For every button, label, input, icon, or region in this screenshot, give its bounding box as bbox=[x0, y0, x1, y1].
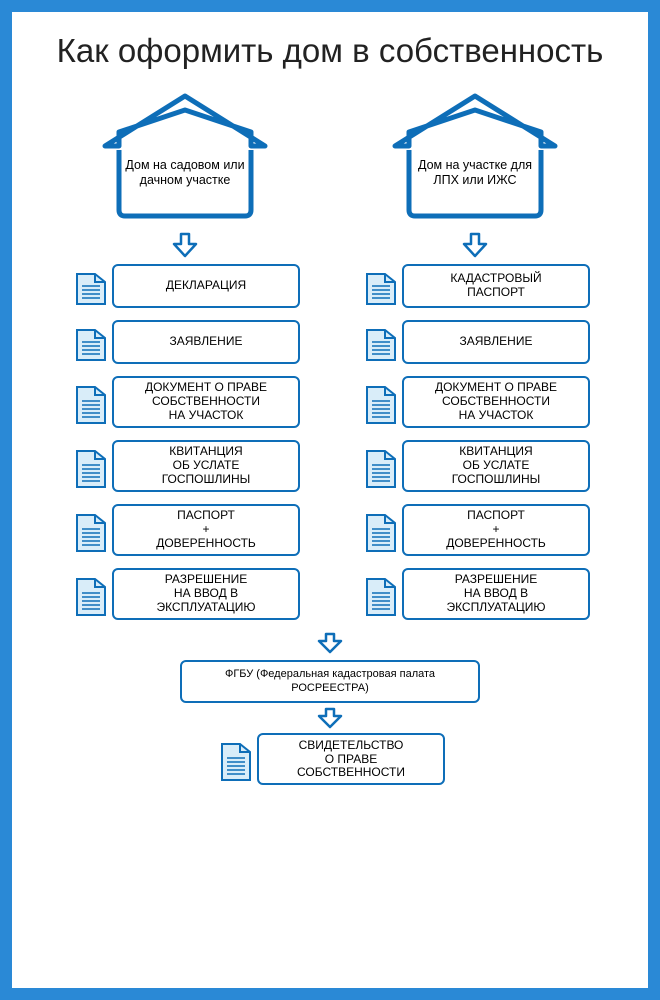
page-title: Как оформить дом в собственность bbox=[42, 32, 618, 70]
document-icon bbox=[70, 440, 112, 492]
document-icon bbox=[360, 568, 402, 620]
left-column: Дом на садовом или дачном участке ДЕКЛАР… bbox=[60, 88, 310, 632]
house-right: Дом на участке для ЛПХ или ИЖС bbox=[375, 88, 575, 228]
doc-item: РАЗРЕШЕНИЕ НА ВВОД В ЭКСПЛУАТАЦИЮ bbox=[360, 568, 590, 620]
doc-item: ЗАЯВЛЕНИЕ bbox=[70, 320, 300, 364]
final-doc-label: СВИДЕТЕЛЬСТВО О ПРАВЕ СОБСТВЕННОСТИ bbox=[257, 733, 445, 785]
arrow-down-icon bbox=[317, 632, 343, 654]
doc-label: ЗАЯВЛЕНИЕ bbox=[402, 320, 590, 364]
document-icon bbox=[360, 504, 402, 556]
doc-item: ДОКУМЕНТ О ПРАВЕ СОБСТВЕННОСТИ НА УЧАСТО… bbox=[70, 376, 300, 428]
document-icon bbox=[70, 264, 112, 308]
doc-item: КВИТАНЦИЯ ОБ УСЛАТЕ ГОСПОШЛИНЫ bbox=[70, 440, 300, 492]
document-icon bbox=[360, 264, 402, 308]
doc-label: ДОКУМЕНТ О ПРАВЕ СОБСТВЕННОСТИ НА УЧАСТО… bbox=[402, 376, 590, 428]
house-left-label: Дом на садовом или дачном участке bbox=[115, 158, 255, 188]
doc-label: КВИТАНЦИЯ ОБ УСЛАТЕ ГОСПОШЛИНЫ bbox=[402, 440, 590, 492]
doc-label: ПАСПОРТ + ДОВЕРЕННОСТЬ bbox=[402, 504, 590, 556]
doc-label: КАДАСТРОВЫЙ ПАСПОРТ bbox=[402, 264, 590, 308]
arrow-down-icon bbox=[172, 232, 198, 258]
doc-label: ПАСПОРТ + ДОВЕРЕННОСТЬ bbox=[112, 504, 300, 556]
doc-item: ДЕКЛАРАЦИЯ bbox=[70, 264, 300, 308]
document-icon bbox=[360, 376, 402, 428]
authority-block: ФГБУ (Федеральная кадастровая палата РОС… bbox=[42, 628, 618, 786]
authority-box: ФГБУ (Федеральная кадастровая палата РОС… bbox=[180, 660, 480, 704]
doc-item: ПАСПОРТ + ДОВЕРЕННОСТЬ bbox=[70, 504, 300, 556]
doc-label: ДОКУМЕНТ О ПРАВЕ СОБСТВЕННОСТИ НА УЧАСТО… bbox=[112, 376, 300, 428]
diagram-frame: Как оформить дом в собственность Дом на … bbox=[0, 0, 660, 1000]
arrow-down-icon bbox=[462, 232, 488, 258]
doc-label: ЗАЯВЛЕНИЕ bbox=[112, 320, 300, 364]
document-icon bbox=[70, 376, 112, 428]
doc-item: ПАСПОРТ + ДОВЕРЕННОСТЬ bbox=[360, 504, 590, 556]
document-icon bbox=[360, 440, 402, 492]
columns-wrapper: Дом на садовом или дачном участке ДЕКЛАР… bbox=[42, 88, 618, 632]
house-right-label: Дом на участке для ЛПХ или ИЖС bbox=[405, 158, 545, 188]
doc-item: ЗАЯВЛЕНИЕ bbox=[360, 320, 590, 364]
document-icon bbox=[215, 733, 257, 785]
document-icon bbox=[70, 320, 112, 364]
document-icon bbox=[70, 568, 112, 620]
doc-item: РАЗРЕШЕНИЕ НА ВВОД В ЭКСПЛУАТАЦИЮ bbox=[70, 568, 300, 620]
house-left: Дом на садовом или дачном участке bbox=[85, 88, 285, 228]
arrow-down-icon bbox=[317, 707, 343, 729]
doc-item: КАДАСТРОВЫЙ ПАСПОРТ bbox=[360, 264, 590, 308]
doc-label: РАЗРЕШЕНИЕ НА ВВОД В ЭКСПЛУАТАЦИЮ bbox=[402, 568, 590, 620]
doc-label: РАЗРЕШЕНИЕ НА ВВОД В ЭКСПЛУАТАЦИЮ bbox=[112, 568, 300, 620]
doc-item: КВИТАНЦИЯ ОБ УСЛАТЕ ГОСПОШЛИНЫ bbox=[360, 440, 590, 492]
doc-item: ДОКУМЕНТ О ПРАВЕ СОБСТВЕННОСТИ НА УЧАСТО… bbox=[360, 376, 590, 428]
final-doc-item: СВИДЕТЕЛЬСТВО О ПРАВЕ СОБСТВЕННОСТИ bbox=[215, 733, 445, 785]
doc-label: ДЕКЛАРАЦИЯ bbox=[112, 264, 300, 308]
right-column: Дом на участке для ЛПХ или ИЖС КАДАСТРОВ… bbox=[350, 88, 600, 632]
doc-label: КВИТАНЦИЯ ОБ УСЛАТЕ ГОСПОШЛИНЫ bbox=[112, 440, 300, 492]
document-icon bbox=[70, 504, 112, 556]
document-icon bbox=[360, 320, 402, 364]
